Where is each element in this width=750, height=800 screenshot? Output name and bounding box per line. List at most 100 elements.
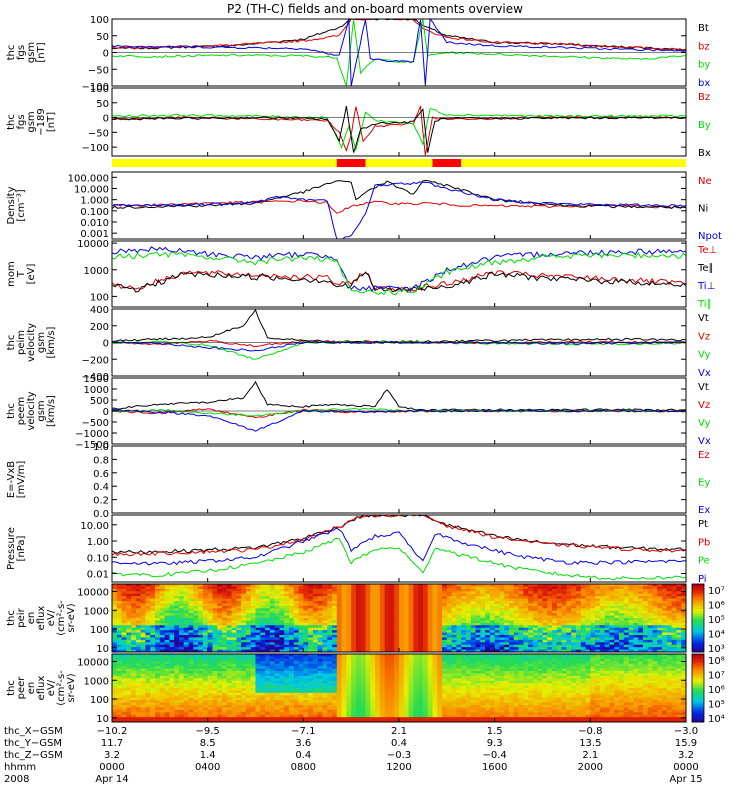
spectrogram-cell <box>355 637 362 641</box>
spectrogram-cell <box>265 707 271 711</box>
spectrogram-cell <box>552 601 558 604</box>
spectrogram-cell <box>245 586 252 590</box>
spectrogram-cell <box>327 615 333 619</box>
spectrogram-cell <box>336 591 342 595</box>
spectrogram-cell <box>260 591 266 595</box>
spectrogram-cell <box>437 601 443 604</box>
spectrogram-cell <box>671 613 677 616</box>
spectrogram-cell <box>379 591 386 595</box>
spectrogram-cell <box>269 593 276 597</box>
spectrogram-cell <box>399 622 405 626</box>
spectrogram-cell <box>413 610 419 614</box>
spectrogram-cell <box>532 649 539 653</box>
spectrogram-cell <box>336 598 342 602</box>
spectrogram-cell <box>303 625 309 629</box>
spectrogram-cell <box>217 666 223 669</box>
spectrogram-cell <box>188 596 194 599</box>
legend-label: Vz <box>698 331 710 342</box>
spectrogram-cell <box>317 685 323 689</box>
spectrogram-cell <box>303 603 309 607</box>
spectrogram-cell <box>245 680 252 684</box>
spectrogram-cell <box>145 717 151 720</box>
spectrogram-cell <box>422 647 429 650</box>
spectrogram-cell <box>207 627 213 631</box>
spectrogram-cell <box>575 586 582 590</box>
spectrogram-cell <box>566 632 572 636</box>
spectrogram-cell <box>159 598 166 602</box>
spectrogram-cell <box>327 654 333 657</box>
spectrogram-cell <box>126 692 132 696</box>
spectrogram-cell <box>150 625 156 629</box>
spectrogram-cell <box>595 593 601 597</box>
spectrogram-cell <box>585 615 591 619</box>
spectrogram-cell <box>413 618 419 621</box>
spectrogram-cell <box>284 632 290 636</box>
spectrogram-cell <box>499 613 505 616</box>
spectrogram-cell <box>155 712 161 716</box>
spectrogram-cell <box>666 605 673 609</box>
spectrogram-cell <box>351 584 357 587</box>
spectrogram-cell <box>532 647 539 650</box>
spectrogram-cell <box>245 709 252 713</box>
spectrogram-cell <box>619 608 625 612</box>
spectrogram-cell <box>188 625 194 629</box>
spectrogram-cell <box>164 678 170 682</box>
spectrogram-cell <box>207 705 213 708</box>
spectrogram-cell <box>465 608 472 612</box>
spectrogram-cell <box>399 642 405 646</box>
spectrogram-cell <box>547 608 553 612</box>
colorbar-step <box>692 606 704 610</box>
spectrogram-cell <box>135 642 142 646</box>
spectrogram-cell <box>403 642 409 646</box>
legend-label: Te⊥ <box>697 245 717 256</box>
spectrogram-cell <box>250 668 256 672</box>
spectrogram-cell <box>298 635 304 638</box>
spectrogram-cell <box>456 593 462 597</box>
spectrogram-cell <box>379 642 386 646</box>
spectrogram-cell <box>255 656 261 660</box>
spectrogram-cell <box>202 610 209 614</box>
spectrogram-cell <box>308 605 314 609</box>
spectrogram-cell <box>365 591 371 595</box>
spectrogram-cell <box>193 714 199 718</box>
spectrogram-cell <box>370 635 376 638</box>
spectrogram-cell <box>126 649 132 653</box>
spectrogram-cell <box>662 615 668 619</box>
spectrogram-cell <box>303 598 309 602</box>
spectrogram-cell <box>666 598 673 602</box>
spectrogram-cell <box>623 627 629 631</box>
spectrogram-cell <box>121 642 127 646</box>
spectrogram-cell <box>126 620 132 624</box>
spectrogram-cell <box>255 593 261 597</box>
spectrogram-cell <box>241 661 247 665</box>
spectrogram-cell <box>619 627 625 631</box>
spectrogram-cell <box>666 608 673 612</box>
spectrogram-cell <box>317 668 323 672</box>
spectrogram-cell <box>212 658 218 662</box>
spectrogram-cell <box>465 647 472 650</box>
spectrogram-cell <box>174 639 180 643</box>
spectrogram-cell <box>341 593 347 597</box>
spectrogram-cell <box>465 586 472 590</box>
spectrogram-cell <box>178 644 185 648</box>
spectrogram-cell <box>446 596 453 599</box>
spectrogram-cell <box>198 673 204 677</box>
spectrogram-cell <box>217 644 223 648</box>
spectrogram-cell <box>480 605 486 609</box>
spectrogram-cell <box>131 702 137 706</box>
spectrogram-cell <box>245 625 252 629</box>
colorbar-step <box>692 613 704 617</box>
spectrogram-cell <box>614 632 620 636</box>
spectrogram-cell <box>341 625 347 629</box>
spectrogram-cell <box>336 635 342 638</box>
spectrogram-cell <box>231 666 237 669</box>
spectrogram-cell <box>571 635 577 638</box>
spectrogram-cell <box>116 649 122 653</box>
spectrogram-cell <box>183 671 189 674</box>
spectrogram-cell <box>552 647 558 650</box>
spectrogram-cell <box>418 639 424 643</box>
spectrogram-cell <box>188 705 194 708</box>
spectrogram-cell <box>465 610 472 614</box>
spectrogram-cell <box>178 666 185 669</box>
spectrogram-cell <box>284 627 290 631</box>
